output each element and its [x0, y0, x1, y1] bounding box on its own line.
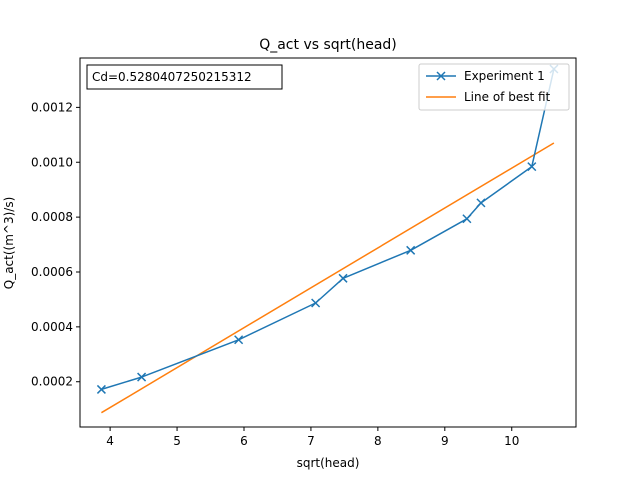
x-axis-ticks: 4 5 6 7 8 9 10 [106, 427, 519, 448]
y-axis-ticks: 0.0002 0.0004 0.0006 0.0008 0.0010 0.0012 [31, 100, 80, 389]
legend: Experiment 1 Line of best fit [418, 63, 570, 111]
series-line-experiment-1 [101, 68, 555, 391]
legend-label-best-fit: Line of best fit [464, 90, 551, 104]
data-point-experiment-1 [406, 245, 416, 255]
legend-label-experiment-1: Experiment 1 [464, 69, 545, 83]
data-point-experiment-1 [137, 372, 147, 382]
series-line-line-of-best-fit [101, 142, 555, 414]
y-tick-label: 0.0008 [31, 210, 73, 224]
chart-title: Q_act vs sqrt(head) [259, 37, 397, 53]
data-point-experiment-1 [338, 273, 348, 283]
data-point-experiment-1 [234, 335, 244, 345]
plot-area [80, 58, 576, 427]
x-tick-label: 7 [307, 434, 315, 448]
annotation-frame [86, 64, 283, 90]
series-layer [96, 64, 559, 414]
annotation-text: Cd=0.5280407250215312 [92, 70, 252, 84]
x-tick-label: 5 [173, 434, 181, 448]
data-point-experiment-1 [527, 162, 537, 172]
y-tick-label: 0.0004 [31, 320, 73, 334]
x-tick-label: 8 [374, 434, 382, 448]
legend-frame [418, 63, 570, 111]
x-tick-label: 6 [240, 434, 248, 448]
data-point-experiment-1 [311, 298, 321, 308]
y-tick-label: 0.0006 [31, 265, 73, 279]
y-tick-label: 0.0012 [31, 100, 73, 114]
legend-marker-x-icon [436, 71, 446, 81]
x-axis-title: sqrt(head) [297, 456, 360, 470]
x-tick-label: 4 [106, 434, 114, 448]
annotation-box: Cd=0.5280407250215312 [86, 64, 283, 90]
legend-entry-best-fit: Line of best fit [426, 90, 551, 104]
plot-frame [79, 57, 577, 428]
legend-entry-experiment-1: Experiment 1 [426, 69, 545, 83]
data-point-experiment-1 [462, 214, 472, 224]
y-axis-title: Q_act((m^3)/s) [2, 197, 16, 290]
data-point-experiment-1 [476, 198, 486, 208]
x-tick-label: 10 [504, 434, 519, 448]
x-tick-label: 9 [441, 434, 449, 448]
y-tick-label: 0.0002 [31, 375, 73, 389]
data-point-experiment-1 [96, 384, 106, 394]
y-tick-label: 0.0010 [31, 155, 73, 169]
